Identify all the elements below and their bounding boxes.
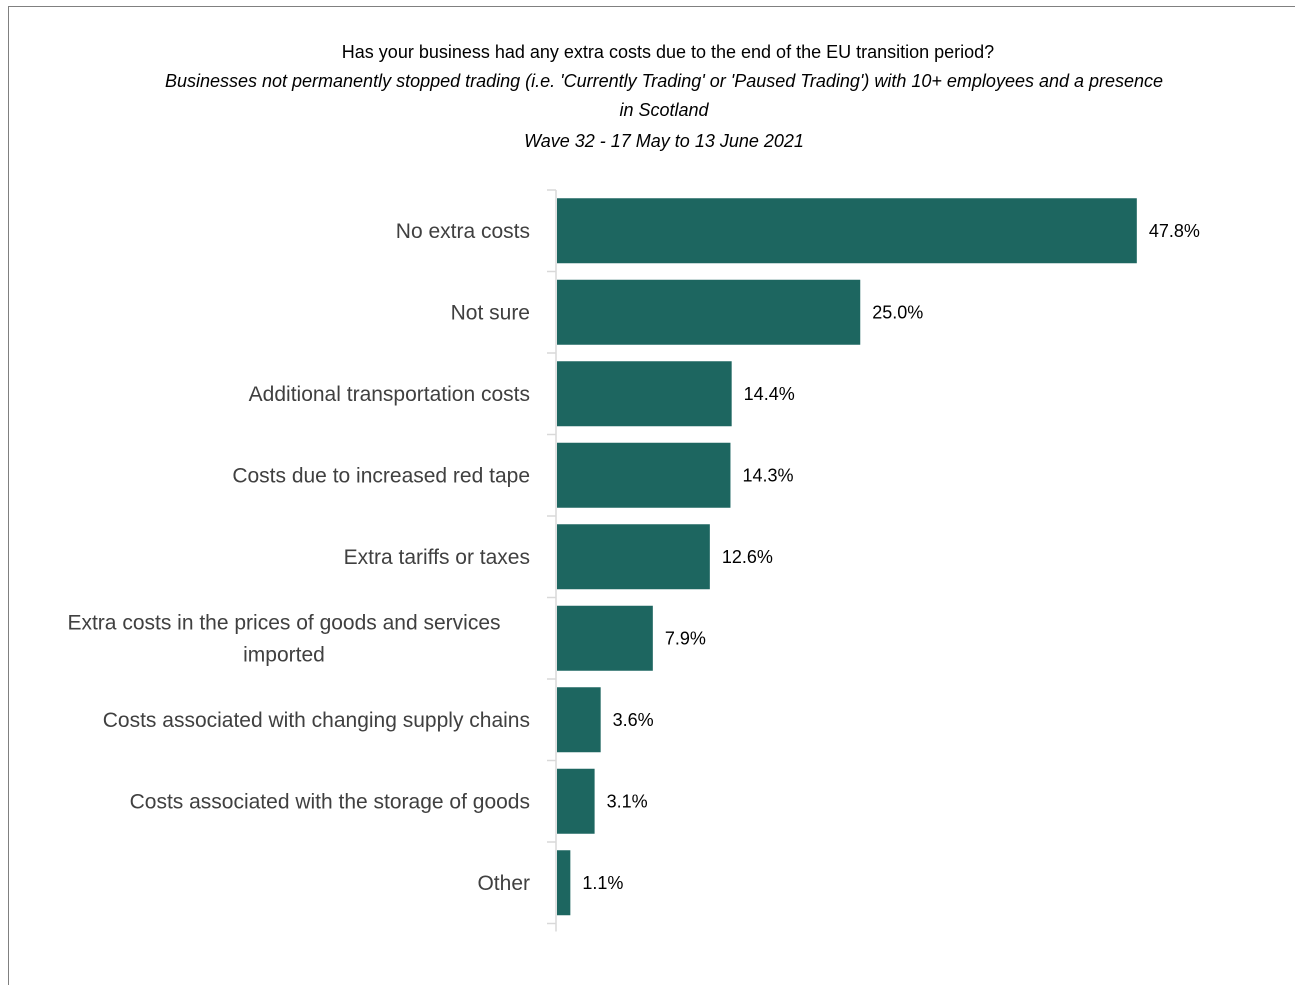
chart-title: Has your business had any extra costs du… bbox=[342, 42, 994, 62]
data-label: 7.9% bbox=[665, 628, 706, 648]
bar bbox=[557, 850, 571, 916]
chart-subtitle-line-3: Wave 32 - 17 May to 13 June 2021 bbox=[524, 131, 804, 151]
bar bbox=[557, 198, 1137, 264]
category-label: Costs associated with the storage of goo… bbox=[130, 790, 530, 813]
data-label: 1.1% bbox=[582, 873, 623, 893]
category-label: Costs associated with changing supply ch… bbox=[103, 709, 530, 732]
bar bbox=[557, 361, 732, 427]
data-label: 47.8% bbox=[1149, 221, 1200, 241]
category-label: imported bbox=[243, 643, 325, 666]
category-label: Other bbox=[477, 872, 530, 895]
category-label: No extra costs bbox=[396, 220, 530, 243]
bar bbox=[557, 605, 653, 671]
plot-area: 47.8% No extra costs 25.0% Not sure 14.4% Add… bbox=[67, 189, 1200, 932]
bar bbox=[557, 442, 731, 508]
chart-subtitle-line-1: Businesses not permanently stopped tradi… bbox=[165, 71, 1163, 91]
bar bbox=[557, 687, 601, 753]
category-label: Extra costs in the prices of goods and s… bbox=[67, 611, 500, 634]
category-label: Extra tariffs or taxes bbox=[344, 546, 530, 569]
bar bbox=[557, 279, 861, 345]
data-label: 3.1% bbox=[607, 791, 648, 811]
bar bbox=[557, 524, 710, 590]
bar bbox=[557, 768, 595, 834]
data-label: 14.3% bbox=[742, 465, 793, 485]
category-label: Costs due to increased red tape bbox=[232, 464, 530, 487]
chart-frame bbox=[8, 6, 1295, 985]
data-label: 14.4% bbox=[744, 384, 795, 404]
data-label: 25.0% bbox=[872, 302, 923, 322]
category-label: Not sure bbox=[451, 301, 530, 324]
data-label: 3.6% bbox=[613, 710, 654, 730]
chart-subtitle-line-2: in Scotland bbox=[619, 100, 709, 120]
category-label: Additional transportation costs bbox=[249, 383, 530, 406]
data-label: 12.6% bbox=[722, 547, 773, 567]
